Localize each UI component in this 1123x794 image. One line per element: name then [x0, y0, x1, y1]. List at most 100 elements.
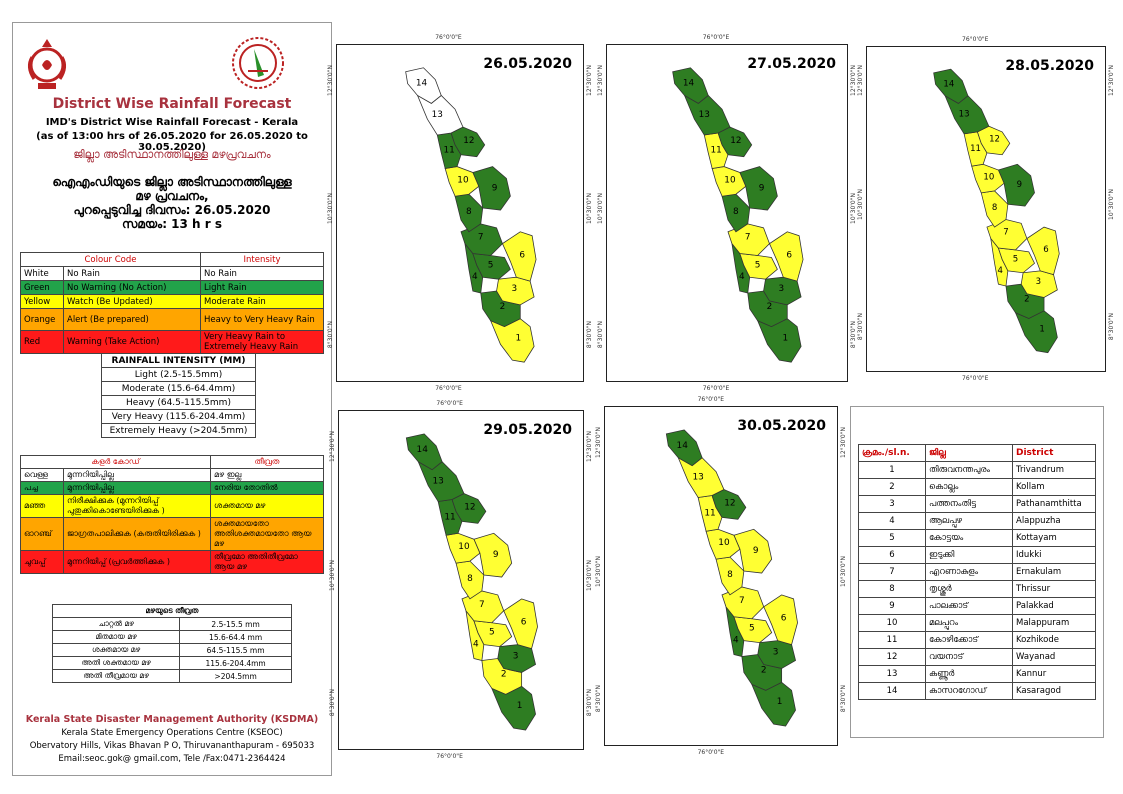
district-region-10: [711, 166, 747, 197]
intensity-value: Moderate (15.6-64.4mm): [101, 381, 256, 396]
dt-header-mal: ജില്ല: [925, 444, 1013, 462]
district-number-label: 3: [779, 284, 785, 294]
district-number: 6: [858, 546, 926, 564]
district-region-6: [768, 231, 804, 282]
dt-header-slno: ക്രമം./sl.n.: [858, 444, 926, 462]
mal-colour-intensity: ശക്തമായ മഴ: [210, 494, 324, 518]
district-region-5: [473, 620, 513, 648]
district-region-14: [933, 68, 969, 104]
district-number-label: 9: [1017, 180, 1022, 190]
district-region-12: [450, 126, 486, 158]
district-region-1: [491, 685, 536, 731]
mal-colour-intensity: മഴ ഇല്ല: [210, 468, 324, 482]
lat-label-left: 8°30'0"N: [327, 321, 334, 349]
lat-label-right: 12°30'0"N: [586, 430, 593, 462]
district-number-label: 5: [488, 260, 494, 270]
mal-colour-row: ഓറഞ്ച് ജാഗ്രതപാലിക്കുക (കരുതിയിരിക്കുക ) ശ…: [20, 517, 324, 551]
lon-label-top: 76°0'0"E: [435, 34, 462, 41]
colour-name: Green: [20, 280, 64, 295]
district-number-label: 7: [1003, 228, 1008, 238]
district-number: 10: [858, 614, 926, 632]
lon-label-top: 76°0'0"E: [962, 36, 989, 43]
district-number-label: 11: [444, 512, 455, 522]
forecast-map-2: 27.05.2020 76°0'0"E 76°0'0"E 12°30'0"N 12°30…: [597, 34, 857, 392]
lat-label-left: 12°30'0"N: [329, 430, 336, 462]
lat-label-left: 12°30'0"N: [857, 65, 864, 97]
district-region-10: [444, 166, 480, 197]
district-number-label: 1: [782, 333, 788, 343]
district-number: 5: [858, 529, 926, 547]
district-number-label: 13: [699, 110, 710, 120]
forecast-map-1: 26.05.2020 76°0'0"E 76°0'0"E 12°30'0"N 12°30…: [327, 34, 593, 392]
intensity-value: Light (2.5-15.5mm): [101, 367, 256, 382]
district-region-10: [445, 532, 481, 564]
district-region-14: [405, 433, 443, 471]
district-region-1: [489, 318, 535, 363]
district-name-en: Trivandrum: [1012, 461, 1096, 479]
district-row: 12 വയനാട് Wayanad: [858, 648, 1096, 666]
mal-colour-warning: ജാഗ്രതപാലിക്കുക (കരുതിയിരിക്കുക ): [63, 517, 211, 551]
district-number-label: 10: [724, 175, 736, 185]
district-number: 14: [858, 682, 926, 700]
district-region-7: [460, 223, 503, 256]
district-name-mal: തൃശ്ശൂർ: [925, 580, 1013, 598]
district-name-en: Kannur: [1012, 665, 1096, 683]
district-row: 6 ഇടുക്കി Idukki: [858, 546, 1096, 564]
district-region-12: [717, 126, 753, 158]
district-name-mal: കണ്ണൂർ: [925, 665, 1013, 683]
district-number-label: 6: [1043, 245, 1048, 255]
colour-warning: Watch (Be Updated): [63, 294, 201, 309]
ksdma-logo-icon: [232, 37, 284, 89]
district-number-label: 8: [992, 203, 997, 213]
lon-label-bottom: 76°0'0"E: [962, 375, 989, 382]
mal-intensity-value: >204.5mm: [179, 669, 292, 683]
district-name-mal: മലപ്പുറം: [925, 614, 1013, 632]
district-row: 10 മലപ്പുറം Malappuram: [858, 614, 1096, 632]
district-name-en: Alappuzha: [1012, 512, 1096, 530]
lat-label-right: 10°30'0"N: [1108, 189, 1115, 220]
colour-name: Orange: [20, 308, 64, 331]
lon-label-bottom: 76°0'0"E: [436, 753, 463, 760]
forecast-map-3: 28.05.2020 76°0'0"E 76°0'0"E 12°30'0"N 12°30…: [857, 36, 1115, 382]
district-region-9: [473, 532, 513, 578]
lat-label-left: 12°30'0"N: [597, 64, 604, 96]
mal-colour-row: പച്ച മുന്നറിയിപ്പില്ല നേരിയ തോതിൽ: [20, 481, 324, 495]
lat-label-left: 8°30'0"N: [597, 321, 604, 349]
district-region-6: [1026, 226, 1060, 276]
district-number-label: 8: [727, 570, 733, 580]
intensity-row: Very Heavy (115.6-204.4mm): [101, 409, 256, 424]
intensity-table-header: RAINFALL INTENSITY (MM): [101, 353, 256, 368]
district-region-7: [986, 219, 1028, 251]
district-number-label: 14: [677, 441, 689, 451]
district-region-9: [997, 163, 1035, 207]
colour-row: Red Warning (Take Action) Very Heavy Rain …: [20, 330, 324, 354]
district-row: 13 കണ്ണൂർ Kannur: [858, 665, 1096, 683]
district-number-label: 3: [512, 284, 518, 294]
district-row: 8 തൃശ്ശൂർ Thrissur: [858, 580, 1096, 598]
district-region-1: [751, 681, 796, 727]
district-number-label: 9: [753, 546, 759, 556]
mal-colour-warning: മുന്നറിയിപ്പില്ല: [63, 481, 211, 495]
mal-intensity-row: ചാറ്റൽ മഴ 2.5-15.5 mm: [51, 617, 292, 631]
mal-colour-warning: മുന്നറിയിപ്പില്ല: [63, 468, 211, 482]
district-number-label: 7: [479, 600, 485, 610]
district-number-label: 3: [513, 652, 519, 662]
district-number-label: 2: [767, 302, 773, 312]
footer-org: Kerala State Disaster Management Authori…: [25, 714, 319, 725]
mal-colour-code-table: കളർ കോഡ് തീവ്രത വെള്ള മുന്നറിയിപ്പില്ല മഴ …: [20, 455, 324, 574]
intensity-row: Light (2.5-15.5mm): [101, 367, 256, 382]
mal-colour-row: വെള്ള മുന്നറിയിപ്പില്ല മഴ ഇല്ല: [20, 468, 324, 482]
forecast-map-4: 29.05.2020 76°0'0"E 76°0'0"E 12°30'0"N 12°30…: [329, 400, 593, 760]
district-region-10: [971, 163, 1005, 194]
district-number-label: 4: [473, 640, 479, 650]
mal-title: ജില്ലാ അടിസ്ഥാനത്തിലുള്ള മഴപ്രവചനം: [73, 148, 271, 161]
district-number-label: 8: [466, 207, 472, 217]
colour-intensity: Heavy to Very Heavy Rain: [200, 308, 324, 331]
mal-intensity-value: 115.6-204.4mm: [179, 656, 292, 670]
district-number-label: 10: [458, 542, 470, 552]
district-name-mal: വയനാട്: [925, 648, 1013, 666]
district-name-en: Kollam: [1012, 478, 1096, 496]
colour-intensity: Very Heavy Rain to Extremely Heavy Rain: [200, 330, 324, 354]
